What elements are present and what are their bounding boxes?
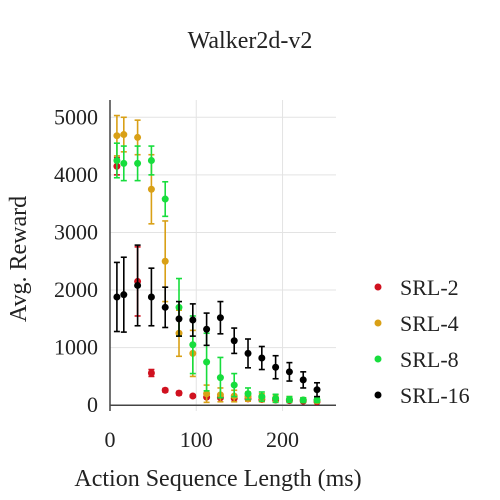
legend-marker [374, 355, 382, 363]
axes [109, 100, 336, 411]
chart-title: Walker2d-v2 [188, 28, 313, 54]
data-point [203, 358, 211, 366]
data-point [113, 293, 121, 301]
y-axis-label: Avg. Reward [6, 196, 32, 322]
legend-marker [374, 319, 382, 327]
data-point [113, 132, 121, 140]
legend-label: SRL-16 [400, 383, 470, 408]
y-tick-label: 4000 [54, 162, 98, 187]
data-point [147, 185, 155, 193]
data-point [175, 315, 183, 323]
legend-item: SRL-4 [374, 311, 459, 336]
data-point [189, 341, 197, 349]
data-point [244, 349, 252, 357]
legend-item: SRL-8 [374, 347, 459, 372]
x-axis-label: Action Sequence Length (ms) [74, 466, 361, 492]
legend-label: SRL-8 [400, 347, 459, 372]
tick-labels: 0 1000 2000 3000 4000 5000 0 100 200 [54, 104, 299, 452]
data-point [189, 316, 197, 324]
y-tick-label: 1000 [54, 335, 98, 360]
data-point [161, 195, 169, 203]
data-point [258, 393, 266, 401]
data-point [299, 376, 307, 384]
data-point [161, 303, 169, 311]
data-point [299, 396, 307, 404]
data-point [161, 386, 169, 394]
series-srl-8 [113, 142, 321, 404]
data-marks [113, 114, 321, 406]
data-point [175, 389, 183, 397]
legend-label: SRL-2 [400, 275, 459, 300]
data-point [272, 394, 280, 402]
data-point [285, 368, 293, 376]
data-point [272, 363, 280, 371]
data-point [203, 390, 211, 398]
data-point [134, 159, 142, 167]
x-tick-label: 100 [180, 427, 213, 452]
data-point [147, 369, 155, 377]
legend-marker [374, 391, 382, 399]
data-point [216, 374, 224, 382]
data-point [113, 156, 121, 164]
y-tick-label: 5000 [54, 104, 98, 129]
legend: SRL-2 SRL-4 SRL-8 SRL-16 [374, 275, 470, 408]
y-tick-label: 3000 [54, 219, 98, 244]
data-point [189, 392, 197, 400]
data-point [120, 131, 128, 139]
grid [109, 100, 336, 411]
data-point [244, 390, 252, 398]
data-point [120, 291, 128, 299]
data-point [147, 293, 155, 301]
data-point [203, 325, 211, 333]
data-point [134, 133, 142, 141]
series-srl-4 [113, 114, 321, 405]
data-point [313, 386, 321, 394]
series-srl-16 [113, 244, 321, 398]
data-point [216, 314, 224, 322]
legend-marker [374, 283, 382, 291]
data-point [285, 395, 293, 403]
data-point [230, 337, 238, 345]
y-tick-label: 2000 [54, 277, 98, 302]
data-point [134, 281, 142, 289]
legend-item: SRL-16 [374, 383, 470, 408]
legend-item: SRL-2 [374, 275, 459, 300]
data-point [120, 159, 128, 167]
x-tick-label: 0 [105, 427, 116, 452]
y-tick-label: 0 [87, 392, 98, 417]
data-point [313, 396, 321, 404]
data-point [147, 156, 155, 164]
legend-label: SRL-4 [400, 311, 459, 336]
data-point [161, 257, 169, 265]
data-point [230, 381, 238, 389]
x-tick-label: 200 [266, 427, 299, 452]
data-point [258, 354, 266, 362]
